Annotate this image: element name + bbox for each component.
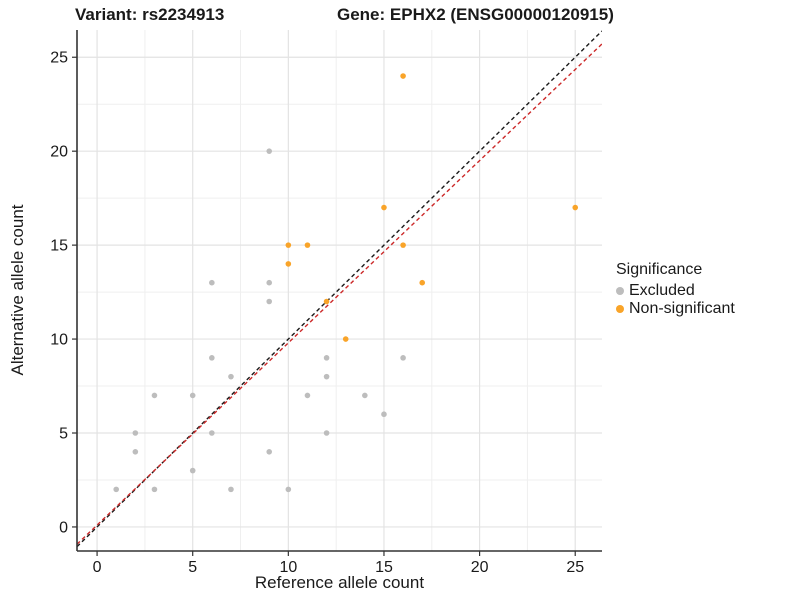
x-tick-label: 20 [471, 559, 489, 576]
data-point [189, 467, 196, 474]
legend-item: Excluded [616, 282, 735, 300]
x-tick-label: 15 [375, 559, 393, 576]
legend-key-dot-icon [616, 287, 624, 295]
data-point [151, 392, 158, 399]
data-point [342, 336, 349, 342]
data-point [189, 392, 196, 399]
data-point [209, 430, 215, 436]
y-tick-label: 25 [50, 50, 68, 67]
x-tick-label: 10 [279, 559, 297, 576]
legend-items: Excluded Non-significant [616, 282, 735, 318]
data-point [323, 355, 330, 361]
variant-title: Variant: rs2234913 [75, 5, 225, 24]
reference-lines [77, 30, 602, 548]
tick-marks [72, 56, 576, 556]
fit-line [77, 43, 602, 545]
data-point [266, 448, 273, 455]
data-point [266, 148, 273, 154]
tick-labels: 0 5 10 15 20 25 0 5 10 15 20 25 [50, 50, 584, 576]
data-point [209, 279, 215, 286]
axis-lines [76, 30, 602, 552]
data-point [266, 298, 273, 305]
data-point [228, 486, 234, 493]
x-axis-title: Reference allele count [254, 573, 425, 592]
data-point [151, 486, 158, 493]
y-tick-label: 0 [59, 519, 68, 536]
data-point [285, 242, 292, 248]
legend-key-dot-icon [616, 305, 624, 313]
legend-item: Non-significant [616, 300, 735, 318]
x-tick-label: 25 [566, 559, 584, 576]
data-point [400, 73, 406, 79]
minor-gridlines [77, 30, 602, 551]
data-point [209, 355, 215, 361]
legend-item-label: Excluded [629, 282, 695, 299]
data-point [304, 242, 311, 248]
gene-title: Gene: EPHX2 (ENSG00000120915) [337, 5, 614, 24]
data-point [362, 392, 368, 399]
series-non-significant [285, 73, 579, 342]
data-point [113, 486, 120, 493]
data-point [323, 430, 330, 436]
y-tick-label: 15 [50, 238, 68, 255]
legend-title: Significance [616, 261, 703, 278]
major-gridlines [77, 30, 602, 551]
y-axis-title: Alternative allele count [8, 204, 27, 376]
x-tick-label: 0 [93, 559, 102, 576]
y-tick-label: 10 [50, 332, 68, 349]
legend-item-label: Non-significant [629, 300, 735, 317]
data-point [304, 392, 311, 399]
data-point [132, 430, 139, 436]
data-point [400, 355, 406, 361]
data-point [285, 486, 292, 493]
data-point [381, 411, 387, 418]
data-point [400, 242, 406, 248]
data-point [323, 373, 330, 380]
data-point [132, 448, 139, 455]
y-tick-label: 20 [50, 144, 68, 161]
data-point [381, 204, 387, 211]
data-point [572, 204, 579, 211]
data-point [228, 373, 234, 380]
x-tick-label: 5 [188, 559, 197, 576]
data-point [285, 261, 292, 267]
series-excluded [113, 148, 406, 493]
data-point [419, 279, 426, 286]
y-tick-label: 5 [59, 426, 68, 443]
data-point [266, 279, 273, 286]
data-point [323, 298, 330, 305]
legend: Significance Excluded Non-significant [616, 261, 735, 318]
